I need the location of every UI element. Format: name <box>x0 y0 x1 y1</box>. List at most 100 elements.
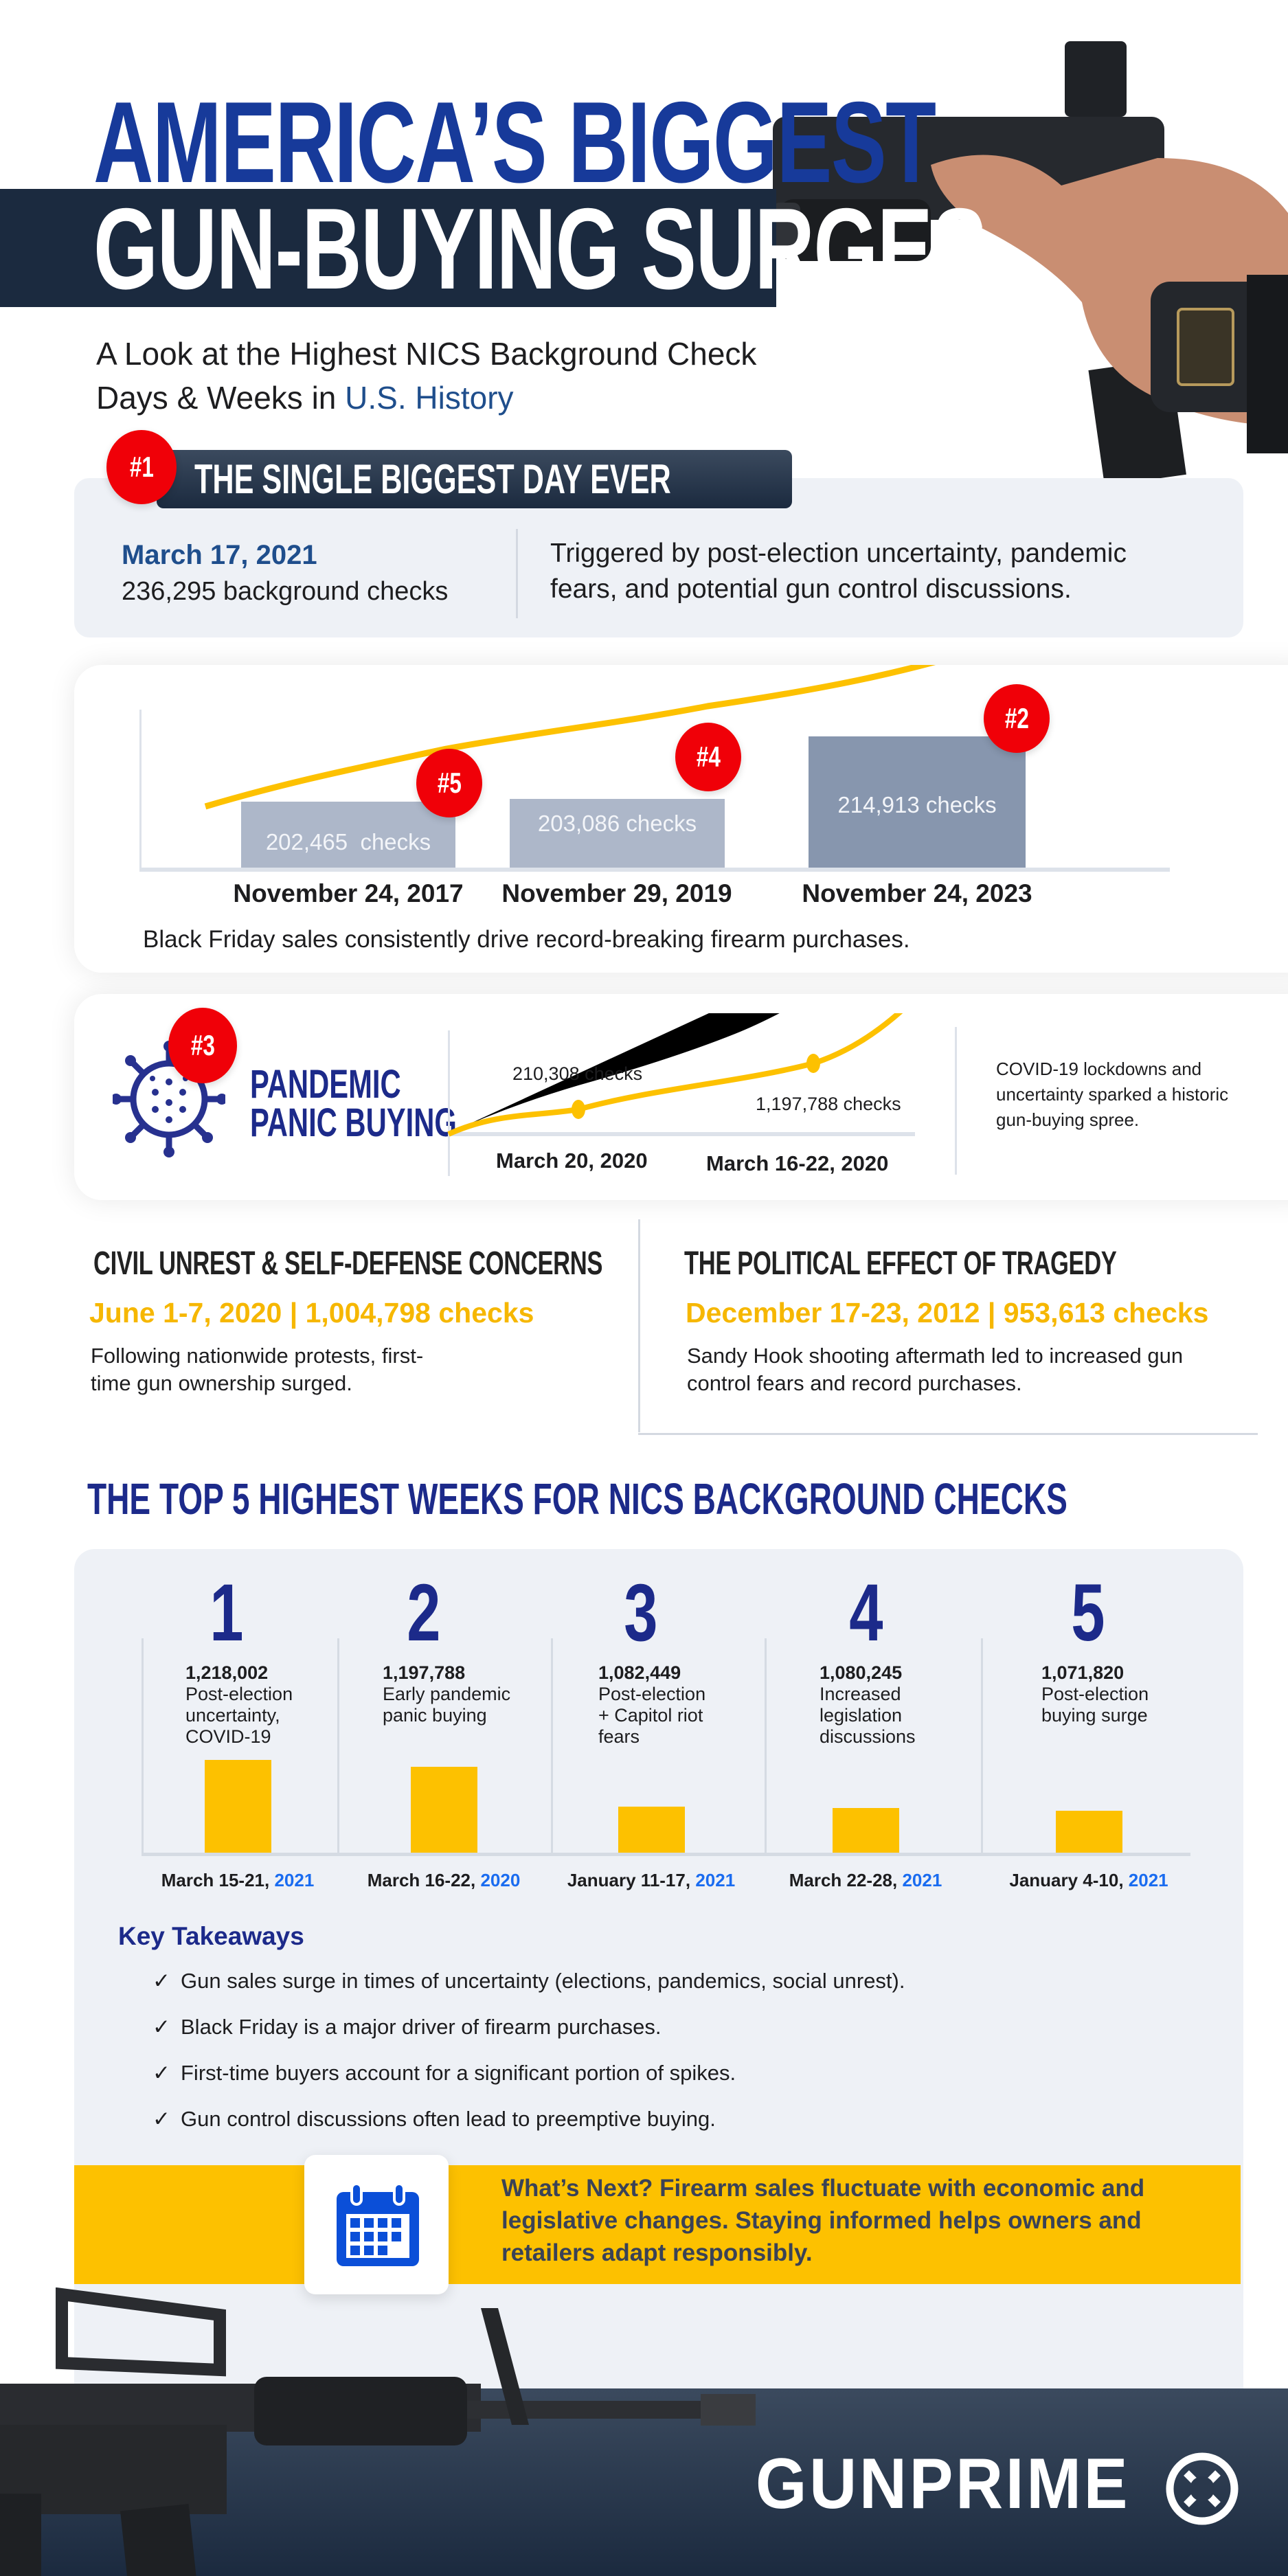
column-separator <box>551 1638 553 1855</box>
week-bar <box>205 1759 271 1854</box>
brand-logo: GUNPRIME <box>756 2448 1162 2520</box>
civil-unrest-heading-text: CIVIL UNREST & SELF-DEFENSE CONCERNS <box>93 1245 603 1282</box>
week-reason-line: + Capitol riot <box>598 1705 703 1726</box>
week-details: 1,071,820 Post-election buying surge <box>1041 1662 1149 1726</box>
takeaway-text: Gun sales surge in times of uncertainty … <box>181 1969 905 1993</box>
whats-next-line-3: retailers adapt responsibly. <box>501 2239 813 2266</box>
check-icon: ✓ <box>152 2061 170 2085</box>
week-reason-line: buying surge <box>1041 1705 1148 1726</box>
rank-badge-5: #5 <box>416 749 482 817</box>
whats-next-line-1: What’s Next? Firearm sales fluctuate wit… <box>501 2175 1145 2202</box>
week-year: 2021 <box>274 1870 315 1890</box>
title-line-1: AMERICA’S BIGGEST <box>93 84 1263 200</box>
rank-badge-4: #4 <box>675 723 741 791</box>
takeaway-item: ✓ Black Friday is a major driver of firea… <box>152 2015 661 2040</box>
bf-date-2017: November 24, 2017 <box>233 879 464 907</box>
takeaway-item: ✓ First-time buyers account for a signifi… <box>152 2061 736 2086</box>
rank-badge-3: #3 <box>168 1008 237 1083</box>
week-year: 2021 <box>1128 1870 1168 1890</box>
column-separator <box>981 1638 983 1855</box>
pandemic-title-1: PANDEMIC <box>250 1065 460 1105</box>
column-separator <box>337 1638 339 1855</box>
check-icon: ✓ <box>152 2015 170 2039</box>
biggest-day-checks: 236,295 background checks <box>122 577 449 606</box>
top5-chart <box>143 1638 1190 1854</box>
week-date: January 11-17, 2021 <box>548 1870 754 1891</box>
week-date-text: March 22-28, <box>789 1870 903 1890</box>
week-value: 1,071,820 <box>1041 1662 1125 1683</box>
pistol-in-hand-image <box>773 41 1288 481</box>
top5-panel <box>74 1549 1243 2442</box>
rank-badge-2-text: #2 <box>1004 702 1029 734</box>
rank-number-text: 4 <box>849 1568 883 1658</box>
week-date: March 15-21, 2021 <box>135 1870 341 1891</box>
week-details: 1,082,449 Post-election + Capitol riot fear… <box>598 1662 705 1748</box>
week-bar <box>1056 1810 1122 1854</box>
tragedy-body: Sandy Hook shooting aftermath led to inc… <box>687 1342 1183 1397</box>
divider <box>955 1027 957 1175</box>
top5-heading: THE TOP 5 HIGHEST WEEKS FOR NICS BACKGRO… <box>87 1474 1288 1524</box>
rank-number: 4 <box>825 1566 907 1660</box>
bf-trend-line <box>204 665 936 810</box>
divider <box>638 1219 640 1432</box>
bf-date-2023: November 24, 2023 <box>802 879 1032 907</box>
week-reason-line: Early pandemic <box>383 1684 511 1704</box>
rifle-image <box>0 2287 756 2576</box>
pandemic-point-2-date: March 16-22, 2020 <box>706 1151 889 1175</box>
takeaway-item: ✓ Gun control discussions often lead to p… <box>152 2107 716 2132</box>
check-icon: ✓ <box>152 2107 170 2131</box>
week-reason-line: COVID-19 <box>185 1726 271 1747</box>
rank-badge-4-text: #4 <box>696 741 721 773</box>
week-date: March 22-28, 2021 <box>762 1870 969 1891</box>
week-date-text: March 16-22, <box>367 1870 481 1890</box>
subtitle-line-1: A Look at the Highest NICS Background Ch… <box>96 336 757 372</box>
bf-date-2019: November 29, 2019 <box>501 879 732 907</box>
bf-caption: Black Friday sales consistently drive re… <box>143 926 910 953</box>
pandemic-description-2: uncertainty sparked a historic <box>996 1084 1229 1105</box>
week-value: 1,080,245 <box>820 1662 903 1683</box>
divider <box>516 529 518 618</box>
takeaways-heading: Key Takeaways <box>118 1922 304 1950</box>
civil-unrest-body: Following nationwide protests, first-tim… <box>91 1342 423 1397</box>
week-reason-line: discussions <box>820 1726 916 1747</box>
takeaway-item: ✓ Gun sales surge in times of uncertainty… <box>152 1969 905 1993</box>
rank-number-text: 2 <box>407 1568 441 1658</box>
rank-number: 3 <box>600 1566 682 1660</box>
week-bar <box>833 1807 899 1854</box>
title-line-2: GUN-BUYING SURGES <box>93 191 1288 306</box>
top5-heading-text: THE TOP 5 HIGHEST WEEKS FOR NICS BACKGRO… <box>87 1474 1067 1524</box>
week-date-text: March 15-21, <box>161 1870 275 1890</box>
week-reason-line: Increased <box>820 1684 901 1704</box>
rank-badge-1: #1 <box>106 430 177 504</box>
week-details: 1,197,788 Early pandemic panic buying <box>383 1662 510 1726</box>
civil-unrest-heading: CIVIL UNREST & SELF-DEFENSE CONCERNS <box>93 1245 800 1283</box>
week-reason-line: fears <box>598 1726 640 1747</box>
rank-number: 5 <box>1047 1566 1129 1660</box>
pandemic-trend-line <box>447 1013 903 1137</box>
week-reason-line: Post-election <box>598 1684 706 1704</box>
week-details: 1,080,245 Increased legislation discussions <box>820 1662 916 1748</box>
biggest-day-heading: THE SINGLE BIGGEST DAY EVER <box>194 456 671 502</box>
biggest-day-header-bar: THE SINGLE BIGGEST DAY EVER <box>157 450 792 508</box>
pandemic-title-2: PANIC BUYING <box>250 1103 537 1143</box>
bf-bar-label: 203,086 checks <box>537 811 697 836</box>
bf-bar-label: 214,913 checks <box>837 792 997 817</box>
rank-number: 1 <box>185 1566 268 1660</box>
week-details: 1,218,002 Post-election uncertainty, COVID-… <box>185 1662 293 1748</box>
biggest-day-date: March 17, 2021 <box>122 540 317 570</box>
whats-next-text: What’s Next? Firearm sales fluctuate wit… <box>501 2172 1144 2269</box>
calendar-icon <box>337 2182 419 2266</box>
pandemic-description-3: gun-buying spree. <box>996 1109 1140 1130</box>
week-value: 1,218,002 <box>185 1662 269 1683</box>
week-value: 1,082,449 <box>598 1662 681 1683</box>
subtitle-prefix: Days & Weeks in <box>96 380 346 416</box>
pandemic-title-1-text: PANDEMIC <box>250 1062 401 1107</box>
week-bar <box>618 1807 685 1854</box>
bf-bar-2019: 203,086 checks <box>510 798 725 868</box>
week-date-text: January 4-10, <box>1009 1870 1129 1890</box>
crosshair-logo-icon <box>1166 2452 1239 2525</box>
bf-bar-2023: 214,913 checks <box>809 736 1026 868</box>
bf-plot-area: 202,465 checks 203,086 checks 214,913 ch… <box>139 710 1170 868</box>
subtitle-line-2: Days & Weeks in U.S. History <box>96 379 514 416</box>
